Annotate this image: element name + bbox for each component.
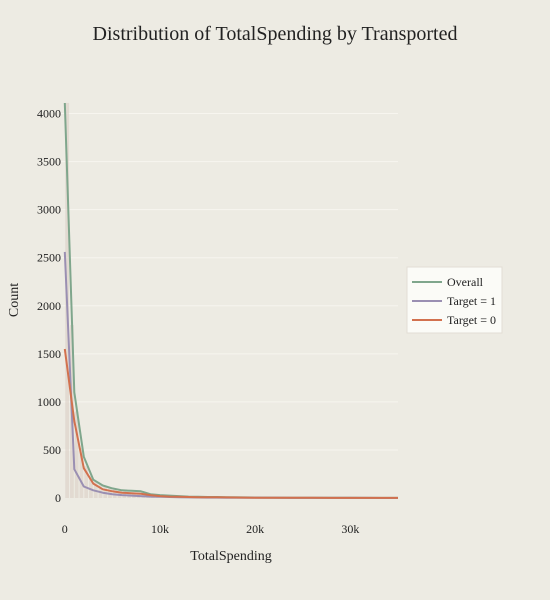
y-tick-label: 500 bbox=[43, 443, 61, 457]
legend-label: Target = 1 bbox=[447, 294, 496, 308]
y-tick-label: 1500 bbox=[37, 347, 61, 361]
histogram-bar bbox=[84, 466, 89, 498]
y-tick-label: 2500 bbox=[37, 251, 61, 265]
legend: Overall Target = 1 Target = 0 bbox=[406, 266, 503, 334]
legend-label: Overall bbox=[447, 275, 484, 289]
x-axis-label: TotalSpending bbox=[190, 549, 271, 564]
x-tick-label: 30k bbox=[341, 522, 359, 536]
grid-lines bbox=[60, 113, 398, 451]
y-tick-label: 4000 bbox=[37, 107, 61, 121]
x-tick-label: 10k bbox=[151, 522, 169, 536]
series-line-overall bbox=[63, 102, 398, 499]
histogram-bars bbox=[65, 102, 160, 498]
y-axis-ticks: 0 500 1000 1500 2000 2500 3000 3500 4000 bbox=[37, 107, 61, 505]
x-tick-label: 20k bbox=[246, 522, 264, 536]
x-axis-ticks: 0 10k 20k 30k bbox=[62, 522, 360, 536]
x-tick-label: 0 bbox=[62, 522, 68, 536]
chart-title: Distribution of TotalSpending by Transpo… bbox=[93, 23, 458, 45]
y-tick-label: 1000 bbox=[37, 395, 61, 409]
series-lines bbox=[63, 102, 398, 499]
y-tick-label: 0 bbox=[55, 491, 61, 505]
y-tick-label: 3500 bbox=[37, 155, 61, 169]
histogram-bar bbox=[79, 448, 84, 498]
y-tick-label: 3000 bbox=[37, 203, 61, 217]
series-line-target-0 bbox=[63, 348, 398, 499]
legend-label: Target = 0 bbox=[447, 313, 496, 327]
y-axis-label: Count bbox=[7, 283, 22, 317]
y-tick-label: 2000 bbox=[37, 299, 61, 313]
histogram-bar bbox=[74, 411, 79, 498]
histogram-bar bbox=[89, 475, 93, 498]
histogram-bar bbox=[93, 481, 98, 498]
series-line-target-1 bbox=[63, 251, 398, 499]
